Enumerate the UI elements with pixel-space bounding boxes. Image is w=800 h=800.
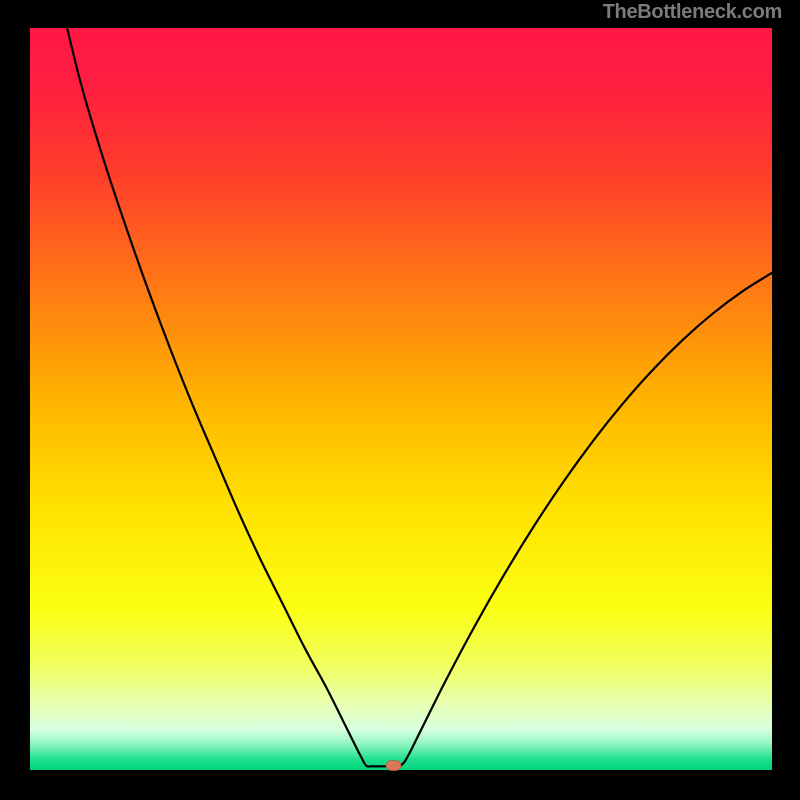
plot-background bbox=[30, 28, 772, 770]
watermark-text: TheBottleneck.com bbox=[603, 1, 782, 24]
chart-svg bbox=[0, 0, 800, 800]
chart-container: TheBottleneck.com bbox=[0, 0, 800, 800]
optimal-marker bbox=[386, 761, 401, 771]
